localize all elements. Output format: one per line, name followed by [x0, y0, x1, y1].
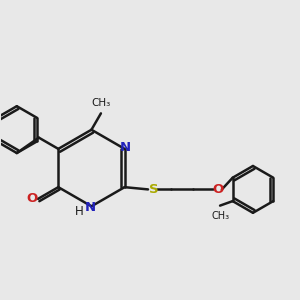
Text: O: O: [212, 183, 224, 196]
Text: N: N: [120, 142, 131, 154]
Text: N: N: [85, 201, 96, 214]
Text: CH₃: CH₃: [211, 212, 229, 221]
Text: H: H: [74, 205, 83, 218]
Text: O: O: [26, 192, 38, 206]
Text: CH₃: CH₃: [92, 98, 111, 108]
Text: S: S: [148, 183, 158, 196]
